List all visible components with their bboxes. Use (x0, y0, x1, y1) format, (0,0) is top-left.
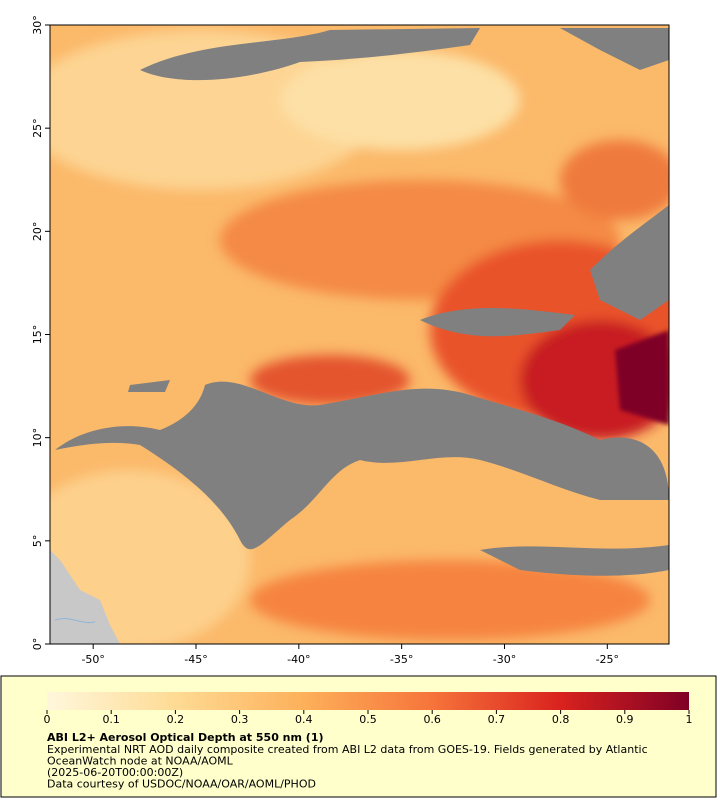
colorbar-tick-label: 0.5 (359, 713, 377, 726)
colorbar (47, 692, 689, 710)
x-tick-label: -30° (493, 653, 516, 666)
y-tick-label: 30° (31, 15, 44, 35)
y-tick-label: 10° (31, 428, 44, 448)
colorbar-tick-label: 0.7 (488, 713, 506, 726)
x-tick-label: -50° (81, 653, 104, 666)
map-image (50, 25, 669, 644)
legend-line: Data courtesy of USDOC/NOAA/OAR/AOML/PHO… (47, 778, 316, 791)
x-tick-label: -35° (390, 653, 413, 666)
x-tick-label: -25° (596, 653, 619, 666)
colorbar-tick-label: 0 (44, 713, 51, 726)
legend-title: ABI L2+ Aerosol Optical Depth at 550 nm … (47, 731, 324, 744)
colorbar-tick-label: 0.6 (423, 713, 441, 726)
y-tick-label: 0° (31, 638, 44, 651)
colorbar-tick-label: 0.9 (616, 713, 634, 726)
y-tick-label: 5° (31, 535, 44, 548)
legend-line: OceanWatch node at NOAA/AOML (47, 755, 234, 768)
colorbar-tick-label: 0.2 (167, 713, 185, 726)
y-tick-label: 20° (31, 222, 44, 242)
x-tick-label: -45° (184, 653, 207, 666)
colorbar-tick-label: 0.3 (231, 713, 249, 726)
colorbar-tick-label: 0.1 (102, 713, 120, 726)
x-tick-label: -40° (287, 653, 310, 666)
colorbar-tick-label: 0.4 (295, 713, 313, 726)
y-tick-label: 25° (31, 118, 44, 138)
legend-line: (2025-06-20T00:00:00Z) (47, 766, 183, 779)
colorbar-tick-label: 1 (686, 713, 693, 726)
colorbar-tick-label: 0.8 (552, 713, 570, 726)
y-tick-label: 15° (31, 325, 44, 345)
legend-line: Experimental NRT AOD daily composite cre… (47, 743, 648, 756)
